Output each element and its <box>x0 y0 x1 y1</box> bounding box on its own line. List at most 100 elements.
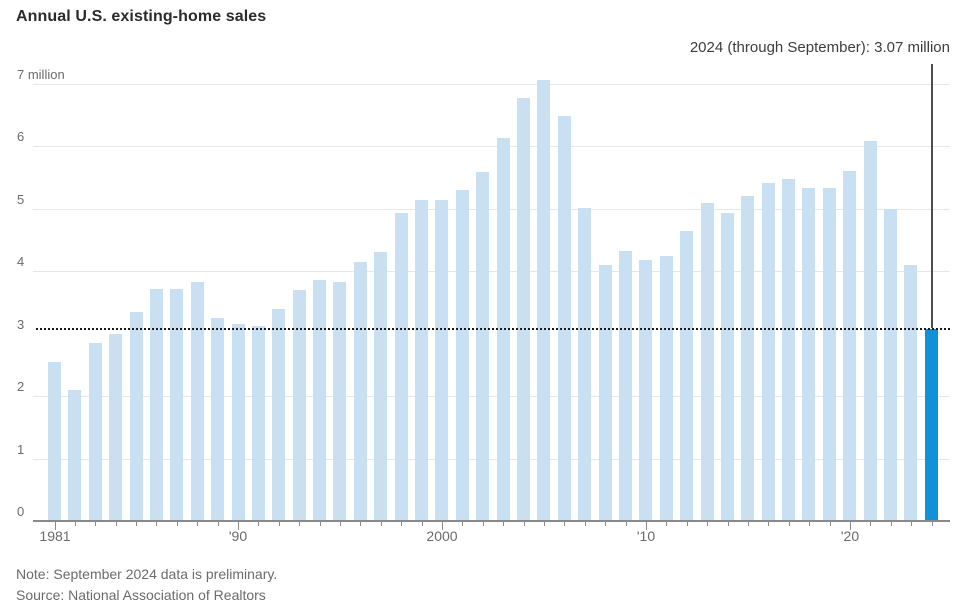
y-axis-label-2: 2 <box>17 379 30 394</box>
x-tick-2006 <box>564 522 565 526</box>
bar-1990 <box>231 324 245 521</box>
x-tick-2016 <box>768 522 769 526</box>
bar-1995 <box>333 282 347 521</box>
x-tick-2013 <box>707 522 708 526</box>
x-tick-2003 <box>503 522 504 526</box>
x-axis-label-2020: '20 <box>840 528 860 544</box>
x-tick-2004 <box>524 522 525 526</box>
gridline-5 <box>33 209 950 210</box>
annotation-label: 2024 (through September): 3.07 million <box>689 39 950 56</box>
bar-1991 <box>251 326 265 521</box>
bar-1988 <box>190 282 204 521</box>
x-tick-1985 <box>136 522 137 526</box>
bar-1989 <box>211 318 225 521</box>
bar-2015 <box>741 196 755 521</box>
x-tick-1982 <box>75 522 76 526</box>
x-tick-2005 <box>544 522 545 526</box>
bar-1999 <box>415 200 429 521</box>
x-axis-label-2000: 2000 <box>426 528 458 544</box>
x-tick-2000 <box>442 522 443 530</box>
bar-2016 <box>761 183 775 521</box>
gridline-1 <box>33 459 950 460</box>
x-tick-2015 <box>748 522 749 526</box>
bar-1986 <box>149 289 163 521</box>
bar-1996 <box>353 262 367 521</box>
y-axis-label-0: 0 <box>17 504 30 519</box>
x-axis-label-1990: '90 <box>228 528 248 544</box>
gridline-4 <box>33 271 950 272</box>
gridline-7 <box>33 84 950 85</box>
x-tick-1993 <box>299 522 300 526</box>
x-tick-1994 <box>320 522 321 526</box>
x-tick-2019 <box>830 522 831 526</box>
bar-2005 <box>537 80 551 521</box>
bar-2002 <box>476 172 490 521</box>
x-tick-2018 <box>809 522 810 526</box>
x-tick-2011 <box>666 522 667 526</box>
bar-2012 <box>680 231 694 521</box>
y-axis-label-7: 7 million <box>17 67 70 82</box>
chart-title: Annual U.S. existing-home sales <box>16 8 267 25</box>
annotation-pointer-line <box>931 64 933 328</box>
bar-2024 <box>924 329 938 521</box>
x-axis-label-2010: '10 <box>636 528 656 544</box>
x-tick-1996 <box>360 522 361 526</box>
bar-series <box>48 60 938 521</box>
bar-1994 <box>313 280 327 521</box>
x-tick-2020 <box>850 522 851 530</box>
x-tick-2022 <box>891 522 892 526</box>
x-tick-1986 <box>156 522 157 526</box>
x-tick-1984 <box>116 522 117 526</box>
x-axis-line <box>33 520 950 522</box>
x-tick-1989 <box>218 522 219 526</box>
bar-1985 <box>129 312 143 521</box>
bar-2010 <box>639 260 653 521</box>
bar-2022 <box>884 209 898 521</box>
chart-note: Note: September 2024 data is preliminary… <box>16 566 278 582</box>
x-tick-1990 <box>238 522 239 530</box>
x-tick-2008 <box>605 522 606 526</box>
bar-2020 <box>843 171 857 521</box>
y-axis-label-1: 1 <box>17 442 30 457</box>
bar-2006 <box>557 116 571 521</box>
gridline-6 <box>33 146 950 147</box>
x-tick-1992 <box>279 522 280 526</box>
x-tick-1988 <box>197 522 198 526</box>
x-tick-1981 <box>55 522 56 530</box>
bar-2023 <box>904 265 918 521</box>
x-tick-2010 <box>646 522 647 530</box>
bar-1992 <box>272 309 286 521</box>
bar-1987 <box>170 289 184 521</box>
bar-2000 <box>435 200 449 521</box>
x-tick-2007 <box>585 522 586 526</box>
bar-2021 <box>863 141 877 521</box>
bar-2018 <box>802 188 816 521</box>
reference-dotted-line <box>36 328 950 330</box>
x-tick-2002 <box>483 522 484 526</box>
bar-2007 <box>578 208 592 521</box>
y-axis-label-5: 5 <box>17 192 30 207</box>
x-tick-1995 <box>340 522 341 526</box>
gridline-2 <box>33 396 950 397</box>
bar-1984 <box>109 334 123 521</box>
x-tick-2014 <box>728 522 729 526</box>
bar-2004 <box>516 98 530 521</box>
bar-2001 <box>455 190 469 521</box>
y-axis-label-4: 4 <box>17 254 30 269</box>
x-tick-1999 <box>422 522 423 526</box>
bar-2009 <box>618 251 632 521</box>
x-tick-1987 <box>177 522 178 526</box>
bar-2017 <box>782 179 796 521</box>
bar-1997 <box>374 252 388 521</box>
x-tick-2021 <box>870 522 871 526</box>
bar-2013 <box>700 203 714 521</box>
chart-source: Source: National Association of Realtors <box>16 587 266 603</box>
x-tick-1997 <box>381 522 382 526</box>
x-tick-2001 <box>462 522 463 526</box>
x-tick-1991 <box>258 522 259 526</box>
x-tick-1983 <box>95 522 96 526</box>
x-tick-1998 <box>401 522 402 526</box>
bar-1983 <box>88 343 102 521</box>
